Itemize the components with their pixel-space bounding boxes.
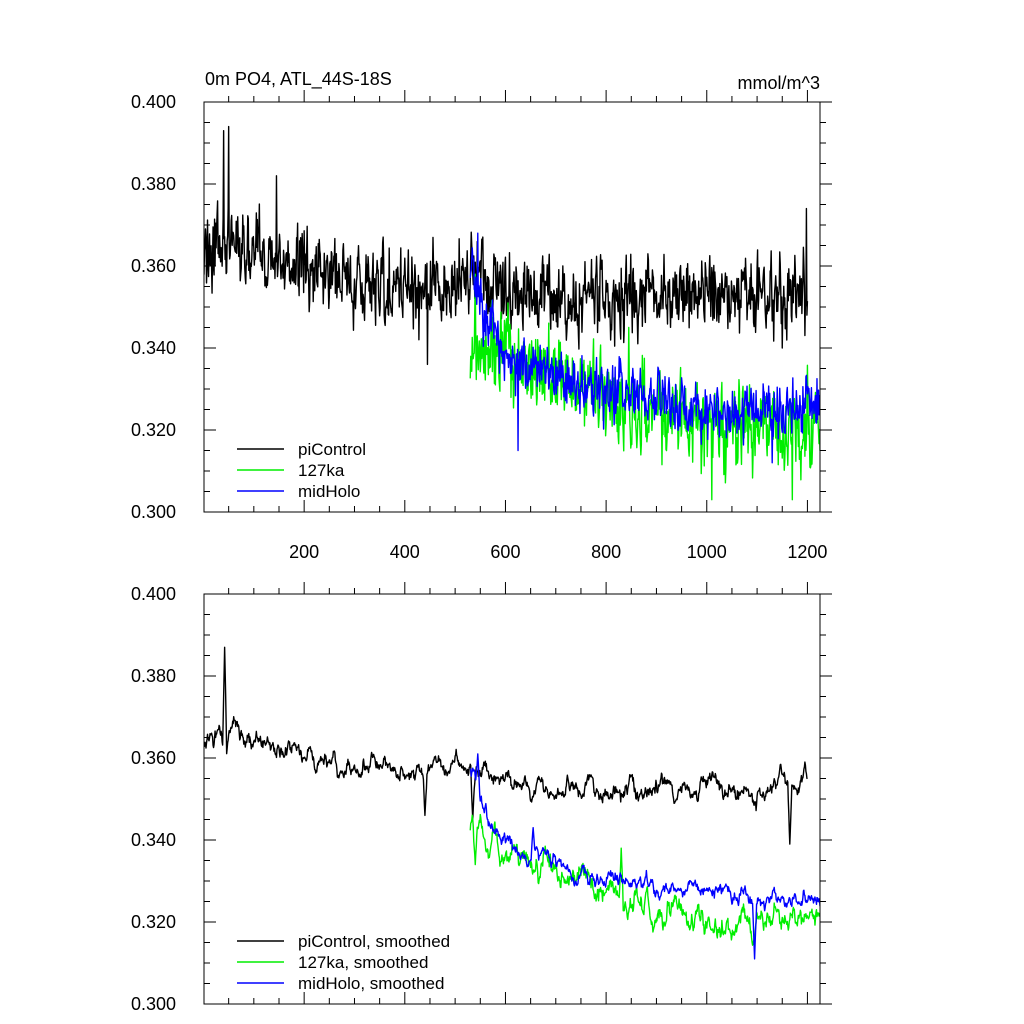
legend-label: midHolo, smoothed [298,974,444,993]
x-tick-label: 1200 [787,542,827,562]
legend: piControl, smoothed 127ka, smoothed midHol… [237,932,450,993]
x-tick-label: 600 [490,542,520,562]
y-tick-label: 0.360 [131,748,176,768]
x-tick-label: 400 [390,542,420,562]
y-tick-label: 0.380 [131,174,176,194]
x-tick-label: 1000 [687,542,727,562]
legend-label: piControl [298,440,366,459]
series-line-picontrol [204,125,809,366]
y-tick-label: 0.300 [131,502,176,522]
y-axis-ticks [204,593,832,1005]
y-tick-label: 0.340 [131,338,176,358]
series-line-picontrol-smoothed [204,646,808,845]
y-tick-label: 0.300 [131,994,176,1014]
x-axis-ticks [228,90,808,512]
series-line-midholo [469,232,820,464]
series-group [204,125,820,501]
y-tick-label: 0.360 [131,256,176,276]
y-axis-ticks [204,101,832,513]
series-group [204,646,820,960]
legend-label: piControl, smoothed [298,932,450,951]
top-panel: 0.300 0.320 0.340 0.360 0.380 0.400 200 400 600 8… [131,69,832,562]
y-tick-label: 0.320 [131,912,176,932]
y-tick-label: 0.400 [131,92,176,112]
y-tick-label: 0.380 [131,666,176,686]
y-tick-label: 0.340 [131,830,176,850]
units-label: mmol/m^3 [738,73,820,93]
plot-frame [203,593,821,1005]
legend-label: 127ka, smoothed [298,953,428,972]
y-tick-label: 0.400 [131,584,176,604]
x-tick-label: 800 [591,542,621,562]
legend-label: 127ka [298,461,345,480]
y-tick-label: 0.320 [131,420,176,440]
x-axis-ticks [228,582,808,1004]
chart-title: 0m PO4, ATL_44S-18S [205,69,392,90]
bottom-panel: 0.300 0.320 0.340 0.360 0.380 0.400 piControl,… [131,582,832,1014]
legend: piControl 127ka midHolo [237,440,366,501]
legend-label: midHolo [298,482,360,501]
x-tick-label: 200 [289,542,319,562]
series-line-midholo-smoothed [469,753,820,960]
